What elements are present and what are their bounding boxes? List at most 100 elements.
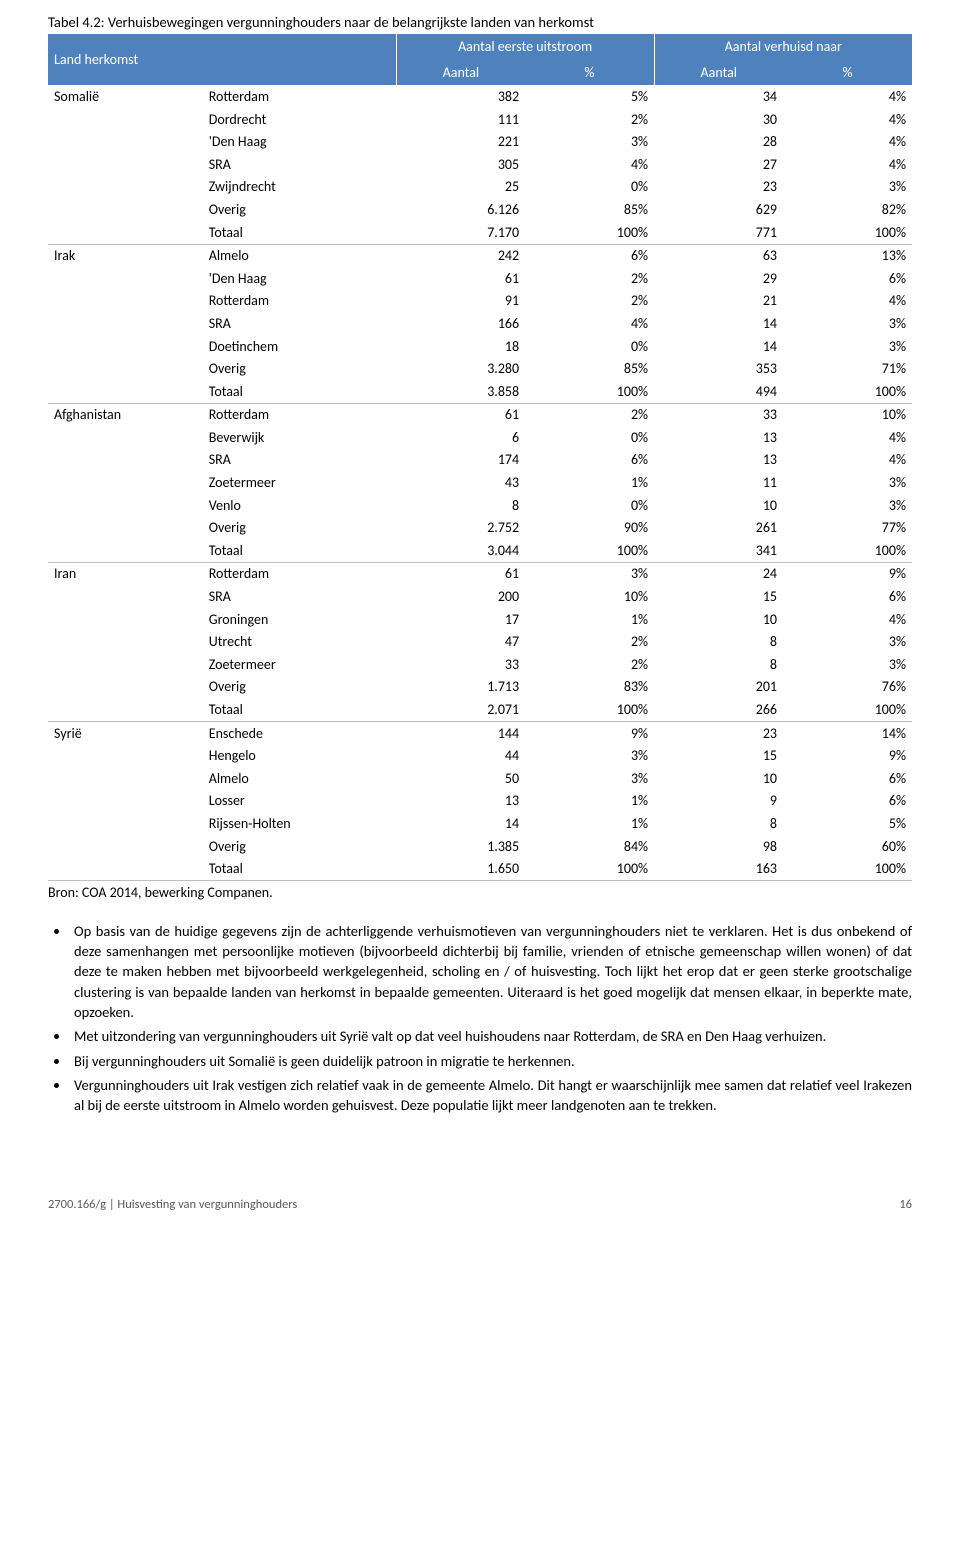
header-sub-b1: Aantal	[654, 60, 783, 86]
cell-value: 100%	[783, 699, 912, 722]
cell-value: 11	[654, 472, 783, 495]
data-table: Land herkomst Aantal eerste uitstroom Aa…	[48, 34, 912, 881]
cell-value: 0%	[525, 426, 654, 449]
cell-value: 2%	[525, 403, 654, 426]
cell-value: 266	[654, 699, 783, 722]
table-row: Venlo80%103%	[48, 494, 912, 517]
cell-value: 5%	[783, 812, 912, 835]
header-sub-a1: Aantal	[396, 60, 525, 86]
cell-value: 63	[654, 244, 783, 267]
cell-value: 100%	[525, 699, 654, 722]
table-row: Overig1.71383%20176%	[48, 676, 912, 699]
table-row: Rotterdam912%214%	[48, 290, 912, 313]
cell-value: 4%	[783, 85, 912, 108]
cell-value: 3%	[525, 131, 654, 154]
cell-value: 100%	[525, 380, 654, 403]
table-row: SomaliëRotterdam3825%344%	[48, 85, 912, 108]
cell-city: Overig	[203, 835, 396, 858]
cell-city: SRA	[203, 312, 396, 335]
cell-value: 3%	[783, 176, 912, 199]
cell-country	[48, 449, 203, 472]
cell-country: Syrië	[48, 722, 203, 745]
table-row: 'Den Haag2213%284%	[48, 131, 912, 154]
bullet-item: Bij vergunninghouders uit Somalië is gee…	[70, 1051, 912, 1071]
header-sub-a2: %	[525, 60, 654, 86]
page-footer: 2700.166/g | Huisvesting van vergunningh…	[48, 1196, 912, 1214]
cell-value: 85%	[525, 198, 654, 221]
cell-value: 8	[654, 653, 783, 676]
cell-city: Rotterdam	[203, 562, 396, 585]
cell-city: Overig	[203, 358, 396, 381]
cell-value: 5%	[525, 85, 654, 108]
cell-value: 6%	[783, 267, 912, 290]
cell-value: 144	[396, 722, 525, 745]
source-line: Bron: COA 2014, bewerking Companen.	[48, 883, 912, 903]
cell-value: 15	[654, 745, 783, 768]
cell-value: 6%	[783, 790, 912, 813]
cell-value: 47	[396, 631, 525, 654]
cell-value: 6	[396, 426, 525, 449]
cell-value: 29	[654, 267, 783, 290]
cell-value: 163	[654, 858, 783, 881]
table-row: Totaal3.858100%494100%	[48, 380, 912, 403]
cell-city: Beverwijk	[203, 426, 396, 449]
cell-country: Afghanistan	[48, 403, 203, 426]
cell-value: 6%	[525, 449, 654, 472]
cell-city: Rotterdam	[203, 403, 396, 426]
footer-text: 2700.166/g | Huisvesting van vergunningh…	[48, 1197, 297, 1212]
cell-value: 494	[654, 380, 783, 403]
cell-value: 60%	[783, 835, 912, 858]
cell-value: 100%	[783, 221, 912, 244]
cell-city: Zwijndrecht	[203, 176, 396, 199]
cell-country	[48, 267, 203, 290]
cell-value: 13	[654, 449, 783, 472]
cell-city: Rijssen-Holten	[203, 812, 396, 835]
cell-city: Totaal	[203, 699, 396, 722]
cell-country	[48, 380, 203, 403]
cell-value: 76%	[783, 676, 912, 699]
header-country: Land herkomst	[48, 34, 396, 85]
cell-country: Somalië	[48, 85, 203, 108]
cell-value: 15	[654, 586, 783, 609]
cell-city: SRA	[203, 586, 396, 609]
table-row: Almelo503%106%	[48, 767, 912, 790]
table-row: Dordrecht1112%304%	[48, 108, 912, 131]
table-row: Overig1.38584%9860%	[48, 835, 912, 858]
cell-value: 100%	[783, 380, 912, 403]
table-header: Land herkomst Aantal eerste uitstroom Aa…	[48, 34, 912, 85]
cell-value: 9	[654, 790, 783, 813]
cell-value: 3%	[783, 494, 912, 517]
cell-city: Overig	[203, 198, 396, 221]
cell-value: 3%	[783, 631, 912, 654]
cell-value: 10	[654, 767, 783, 790]
cell-value: 3.044	[396, 539, 525, 562]
cell-value: 50	[396, 767, 525, 790]
table-row: SRA3054%274%	[48, 153, 912, 176]
cell-value: 10%	[783, 403, 912, 426]
cell-value: 3.280	[396, 358, 525, 381]
cell-value: 33	[654, 403, 783, 426]
cell-value: 4%	[783, 608, 912, 631]
cell-value: 10%	[525, 586, 654, 609]
bullet-item: Op basis van de huidige gegevens zijn de…	[70, 921, 912, 1022]
cell-value: 200	[396, 586, 525, 609]
table-row: Overig3.28085%35371%	[48, 358, 912, 381]
cell-country	[48, 653, 203, 676]
cell-city: Zoetermeer	[203, 472, 396, 495]
cell-value: 0%	[525, 494, 654, 517]
table-row: SRA1664%143%	[48, 312, 912, 335]
cell-city: Totaal	[203, 221, 396, 244]
cell-value: 3%	[783, 335, 912, 358]
cell-value: 4%	[783, 449, 912, 472]
cell-value: 14%	[783, 722, 912, 745]
cell-value: 100%	[525, 221, 654, 244]
cell-country	[48, 290, 203, 313]
cell-country	[48, 335, 203, 358]
cell-value: 100%	[783, 539, 912, 562]
cell-value: 9%	[783, 745, 912, 768]
cell-country	[48, 745, 203, 768]
cell-city: 'Den Haag	[203, 267, 396, 290]
cell-city: SRA	[203, 449, 396, 472]
cell-value: 4%	[783, 153, 912, 176]
cell-value: 3%	[525, 767, 654, 790]
